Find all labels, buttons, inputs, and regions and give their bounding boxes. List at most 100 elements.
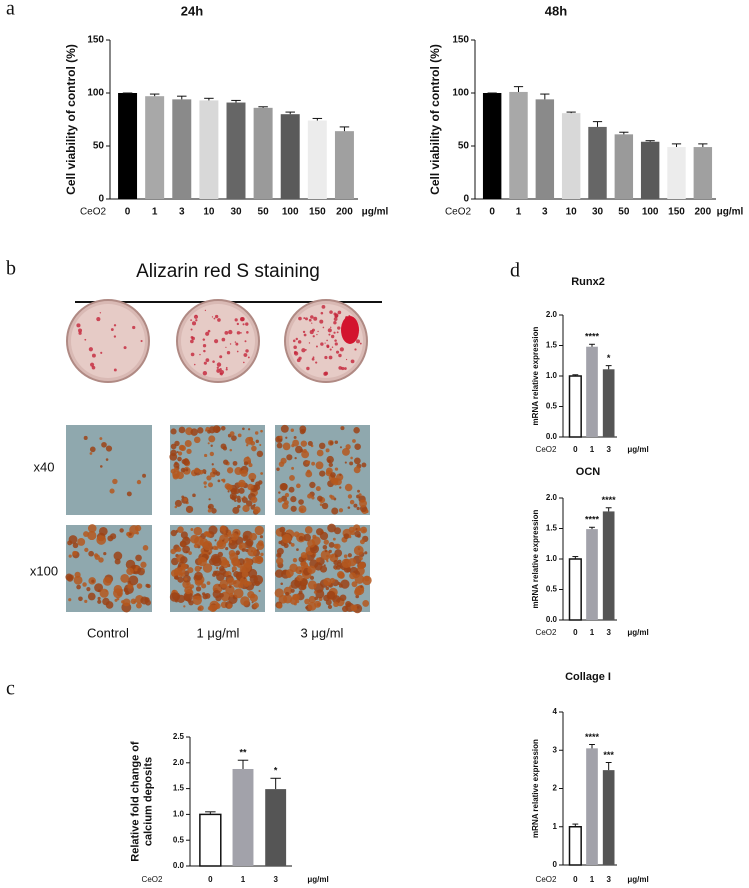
stain [288,486,295,493]
stain [83,435,88,440]
y-tick-label: 1.0 [173,810,185,819]
bar [586,748,598,865]
stain [345,444,351,450]
stain [301,348,306,353]
stain [99,465,103,468]
stain [140,561,147,568]
stain [214,546,219,550]
stain [280,457,287,464]
stain [241,570,249,578]
stain [185,550,189,554]
stain [243,353,248,357]
x-tick-label: 10 [566,207,578,218]
y-tick-label: 50 [458,141,470,152]
stain [107,535,114,542]
stain [217,551,224,558]
stain [199,566,203,570]
stain [175,549,178,553]
stain [88,347,93,352]
stain [323,539,329,545]
stain [105,445,113,452]
stain [78,328,83,333]
stain [236,322,239,326]
stain [226,531,232,538]
stain [315,345,318,348]
staining-title: Alizarin red S staining [136,261,320,282]
stain [220,425,226,431]
stain [105,601,114,609]
stain [339,473,342,476]
y-tick-label: 0 [553,860,558,869]
x-tick-label: 3 [606,628,611,637]
stain [105,589,108,592]
stain [100,351,103,354]
stain [234,499,237,502]
stain [76,584,81,590]
stain [245,436,254,445]
stain [174,505,178,509]
stain [195,586,202,592]
stain [351,581,358,588]
stain [219,355,223,359]
stain [247,356,250,359]
stain [226,484,233,491]
stain [315,361,318,364]
stain [354,443,361,450]
stain [328,355,333,360]
stain [88,550,94,557]
stain [193,526,203,536]
stain [343,533,350,540]
stain [87,592,96,601]
y-tick-label: 2.5 [173,732,185,741]
stain [316,333,318,336]
stain [229,540,233,544]
stain [73,575,83,585]
stain [300,440,308,447]
stain [240,331,242,334]
x-tick-label: 0 [208,875,213,884]
stain [174,440,180,447]
stain [298,590,303,595]
column-label: 1 μg/ml [197,625,240,640]
stain [247,546,257,557]
significance: *** [603,750,614,760]
stain [354,574,365,584]
stain [94,583,104,593]
stain [135,565,139,569]
stain [120,574,130,583]
chart-title: 24h [181,3,203,18]
stain [320,550,331,560]
x-prefix: CeO2 [142,875,163,884]
stain [197,427,204,434]
stain [129,525,139,535]
stain [225,585,235,595]
stain [229,343,232,345]
stain [330,472,336,478]
stain [96,317,101,322]
stain [315,461,324,470]
stain [337,571,345,579]
stain [193,314,199,319]
stain [313,316,318,321]
stain [338,583,343,588]
stain [305,470,313,478]
stain [184,439,192,448]
stain [236,350,239,353]
stain [294,456,297,460]
stain [328,549,332,554]
stain [279,482,288,491]
stain [234,318,238,322]
stain [219,368,222,371]
stain [308,595,316,604]
stain [209,451,215,457]
stain [183,605,186,608]
row-label: x100 [30,563,58,578]
stain [68,598,72,602]
x-tick-label: 30 [230,207,242,218]
stain [296,483,301,489]
stain [349,461,354,466]
stain [285,569,294,578]
stain [348,535,352,539]
stain [113,335,117,338]
stain [295,599,300,604]
